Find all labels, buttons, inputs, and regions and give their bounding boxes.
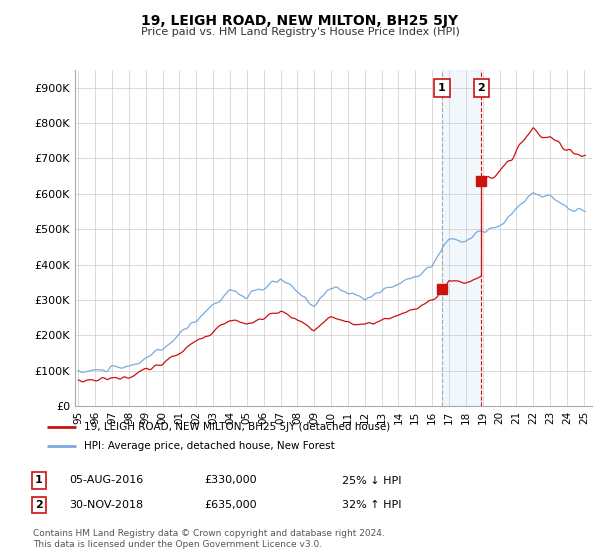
Text: £635,000: £635,000 <box>204 500 257 510</box>
Text: 30-NOV-2018: 30-NOV-2018 <box>69 500 143 510</box>
Text: 1: 1 <box>438 83 446 93</box>
Text: 2: 2 <box>35 500 43 510</box>
Text: 05-AUG-2016: 05-AUG-2016 <box>69 475 143 486</box>
Text: 2: 2 <box>478 83 485 93</box>
Text: Contains HM Land Registry data © Crown copyright and database right 2024.
This d: Contains HM Land Registry data © Crown c… <box>33 529 385 549</box>
Text: 32% ↑ HPI: 32% ↑ HPI <box>342 500 401 510</box>
Text: Price paid vs. HM Land Registry's House Price Index (HPI): Price paid vs. HM Land Registry's House … <box>140 27 460 37</box>
Text: 19, LEIGH ROAD, NEW MILTON, BH25 5JY: 19, LEIGH ROAD, NEW MILTON, BH25 5JY <box>142 14 458 28</box>
Text: 1: 1 <box>35 475 43 486</box>
Text: 19, LEIGH ROAD, NEW MILTON, BH25 5JY (detached house): 19, LEIGH ROAD, NEW MILTON, BH25 5JY (de… <box>83 422 390 432</box>
Text: £330,000: £330,000 <box>204 475 257 486</box>
Text: 25% ↓ HPI: 25% ↓ HPI <box>342 475 401 486</box>
Text: HPI: Average price, detached house, New Forest: HPI: Average price, detached house, New … <box>83 441 334 450</box>
Bar <box>442 70 481 406</box>
